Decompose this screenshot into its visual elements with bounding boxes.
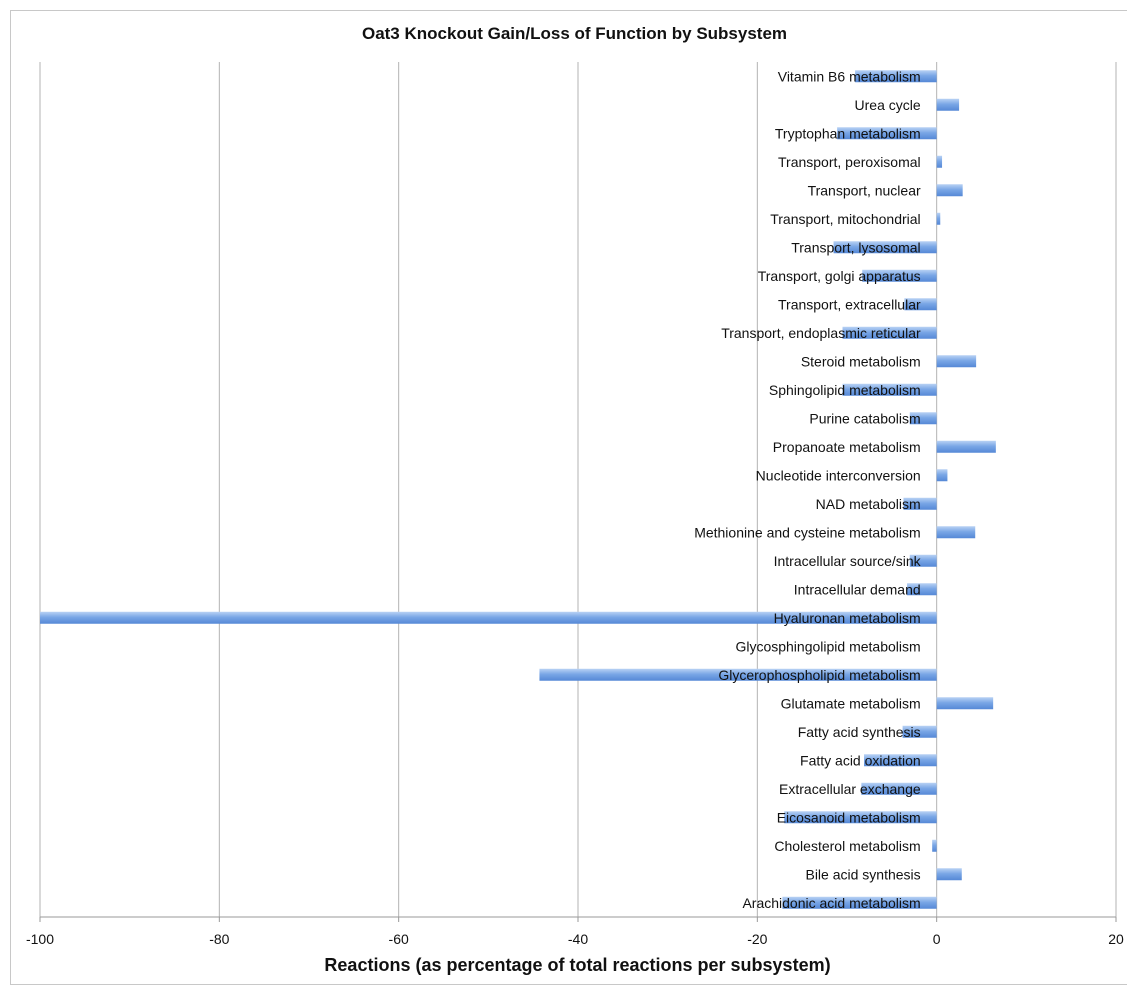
category-label-23: Fatty acid synthesis [798, 724, 921, 740]
category-label-7: Transport, golgi apparatus [758, 268, 921, 284]
category-label-3: Transport, peroxisomal [778, 154, 921, 170]
bar-22 [936, 697, 994, 710]
bar-7 [862, 269, 937, 282]
gridlines [39, 62, 1117, 917]
bar-9 [842, 326, 937, 339]
bar-11 [842, 383, 937, 396]
bar-14 [936, 469, 948, 482]
x-tick-label-2: -60 [389, 931, 409, 947]
category-label-26: Eicosanoid metabolism [777, 809, 921, 825]
bar-2 [837, 127, 937, 140]
category-label-24: Fatty acid oxidation [800, 752, 921, 768]
category-label-18: Intracellular demand [794, 581, 921, 597]
bar-8 [904, 298, 937, 311]
x-tick-label-6: 20 [1108, 931, 1124, 947]
bar-21 [539, 668, 937, 681]
bar-13 [936, 440, 996, 453]
category-label-6: Transport, lysosomal [791, 239, 920, 255]
category-label-10: Steroid metabolism [801, 353, 921, 369]
chart-title: Oat3 Knockout Gain/Loss of Function by S… [361, 24, 788, 43]
x-tick-label-1: -80 [209, 931, 229, 947]
category-label-8: Transport, extracellular [778, 296, 921, 312]
bar-24 [864, 754, 937, 767]
bar-23 [902, 725, 937, 738]
bar-5 [936, 212, 941, 225]
bar-17 [909, 554, 937, 567]
category-label-25: Extracellular exchange [779, 781, 921, 797]
bar-26 [784, 811, 937, 824]
category-label-16: Methionine and cysteine metabolism [694, 524, 920, 540]
category-label-21: Glycerophospholipid metabolism [718, 667, 920, 683]
bar-19 [40, 611, 937, 624]
category-label-12: Purine catabolism [809, 410, 920, 426]
x-tick-label-5: 0 [933, 931, 941, 947]
x-axis: -100 -80 -60 -40 -20 0 20 [26, 916, 1124, 947]
bar-28 [936, 868, 962, 881]
bar-4 [936, 184, 963, 197]
chart-frame [10, 10, 1127, 985]
category-label-14: Nucleotide interconversion [756, 467, 921, 483]
category-label-15: NAD metabolism [816, 496, 921, 512]
category-label-19: Hyaluronan metabolism [774, 610, 921, 626]
category-label-9: Transport, endoplasmic reticular [721, 325, 921, 341]
bar-1 [936, 98, 960, 111]
bar-12 [909, 412, 937, 425]
category-labels: Vitamin B6 metabolism Urea cycle Tryptopha… [694, 68, 921, 911]
category-label-29: Arachidonic acid metabolism [742, 895, 920, 911]
category-label-20: Glycosphingolipid metabolism [735, 638, 920, 654]
category-label-4: Transport, nuclear [808, 182, 921, 198]
category-label-0: Vitamin B6 metabolism [778, 68, 921, 84]
category-label-17: Intracellular source/sink [774, 553, 922, 569]
x-tick-label-3: -40 [568, 931, 588, 947]
x-tick-label-4: -20 [747, 931, 767, 947]
bars [40, 70, 996, 909]
category-label-1: Urea cycle [855, 97, 921, 113]
bar-29 [782, 896, 937, 909]
bar-3 [936, 155, 943, 168]
bar-6 [833, 241, 937, 254]
bar-27 [932, 839, 937, 852]
category-label-11: Sphingolipid metabolism [769, 382, 921, 398]
bar-16 [936, 526, 976, 539]
bar-18 [907, 583, 937, 596]
bar-15 [903, 497, 937, 510]
x-tick-label-0: -100 [26, 931, 54, 947]
bar-10 [936, 355, 977, 368]
category-label-2: Tryptophan metabolism [775, 125, 921, 141]
category-label-5: Transport, mitochondrial [770, 211, 920, 227]
category-label-13: Propanoate metabolism [773, 439, 921, 455]
x-axis-title: Reactions (as percentage of total reacti… [324, 955, 831, 975]
category-label-28: Bile acid synthesis [805, 866, 920, 882]
category-label-22: Glutamate metabolism [781, 695, 921, 711]
bar-0 [855, 70, 937, 83]
bar-25 [861, 782, 937, 795]
category-label-27: Cholesterol metabolism [774, 838, 920, 854]
